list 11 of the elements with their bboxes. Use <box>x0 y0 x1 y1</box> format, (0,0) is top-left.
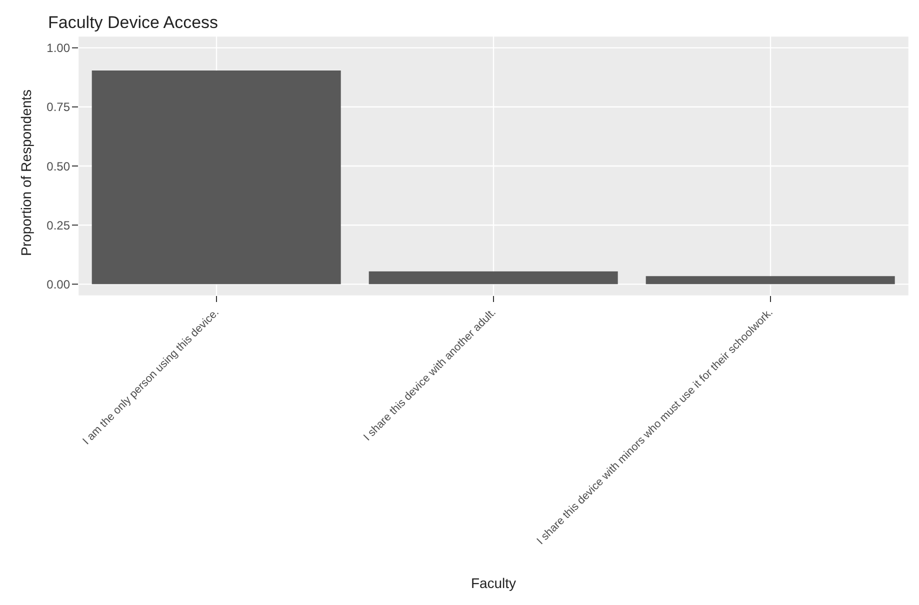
chart-title: Faculty Device Access <box>48 13 218 32</box>
y-tick-label: 0.00 <box>46 277 70 292</box>
y-tick-label: 0.75 <box>46 100 70 114</box>
bar <box>92 70 341 284</box>
y-tick-label: 0.50 <box>46 159 70 174</box>
bar <box>646 276 895 284</box>
bar <box>368 271 618 284</box>
y-tick-label: 0.25 <box>46 218 70 232</box>
y-tick-label: 1.00 <box>46 41 70 56</box>
y-axis-title: Proportion of Respondents <box>18 89 34 256</box>
x-axis-title: Faculty <box>470 575 516 591</box>
